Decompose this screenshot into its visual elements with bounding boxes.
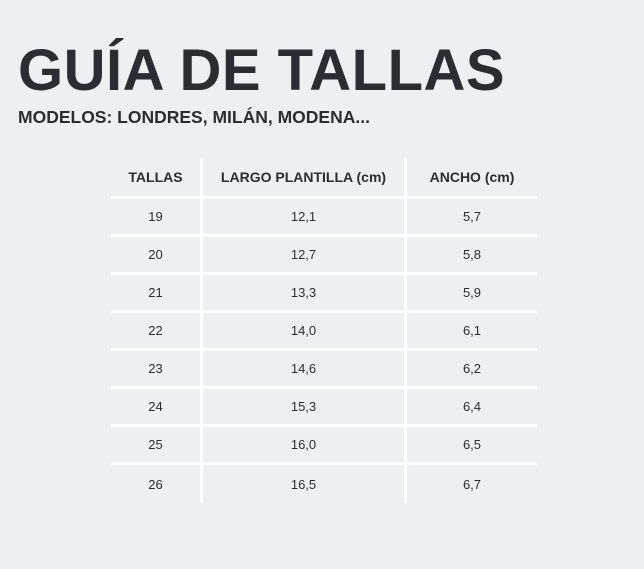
cell-largo: 16,5: [201, 463, 407, 503]
table-row: 26 16,5 6,7: [111, 463, 537, 503]
cell-talla: 21: [111, 273, 203, 313]
cell-ancho: 6,1: [405, 311, 537, 351]
cell-ancho: 5,9: [405, 273, 537, 313]
cell-ancho: 5,7: [405, 197, 537, 237]
table-row: 19 12,1 5,7: [111, 197, 537, 237]
table-row: 23 14,6 6,2: [111, 349, 537, 389]
page-title: GUÍA DE TALLAS: [18, 38, 506, 103]
cell-ancho: 6,2: [405, 349, 537, 389]
cell-largo: 16,0: [201, 425, 407, 465]
models-subtitle: MODELOS: LONDRES, MILÁN, MODENA...: [18, 107, 370, 127]
cell-ancho: 6,4: [405, 387, 537, 427]
cell-largo: 15,3: [201, 387, 407, 427]
cell-talla: 26: [111, 463, 203, 503]
cell-largo: 12,7: [201, 235, 407, 275]
table-row: 20 12,7 5,8: [111, 235, 537, 275]
cell-talla: 20: [111, 235, 203, 275]
cell-largo: 14,0: [201, 311, 407, 351]
cell-ancho: 6,5: [405, 425, 537, 465]
cell-largo: 13,3: [201, 273, 407, 313]
cell-largo: 12,1: [201, 197, 407, 237]
cell-talla: 19: [111, 197, 203, 237]
cell-ancho: 5,8: [405, 235, 537, 275]
cell-ancho: 6,7: [462, 476, 482, 492]
cell-talla: 23: [111, 349, 203, 389]
table-row: 21 13,3 5,9: [111, 273, 537, 313]
header-ancho: ANCHO (cm): [405, 158, 537, 199]
size-chart-table: TALLAS LARGO PLANTILLA (cm) ANCHO (cm) 1…: [111, 158, 537, 503]
header-tallas: TALLAS: [111, 158, 203, 199]
header-largo-plantilla: LARGO PLANTILLA (cm): [201, 158, 407, 199]
cell-talla: 24: [111, 387, 203, 427]
cell-talla: 22: [111, 311, 203, 351]
cell-largo: 14,6: [201, 349, 407, 389]
cell-talla: 25: [111, 425, 203, 465]
table-row: 25 16,0 6,5: [111, 425, 537, 465]
table-row: 22 14,0 6,1: [111, 311, 537, 351]
table-header-row: TALLAS LARGO PLANTILLA (cm) ANCHO (cm): [111, 158, 537, 199]
table-row: 24 15,3 6,4: [111, 387, 537, 427]
